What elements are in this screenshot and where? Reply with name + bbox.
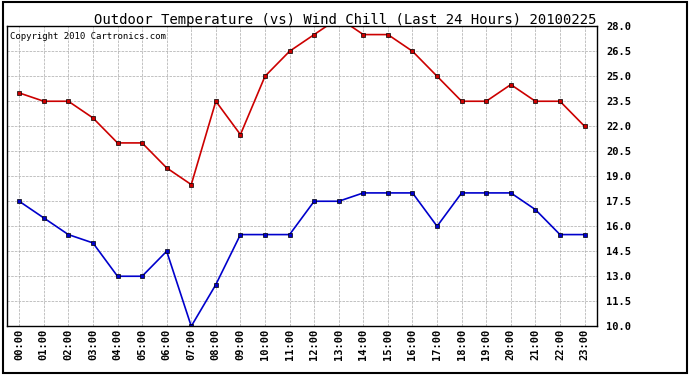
Text: Outdoor Temperature (vs) Wind Chill (Last 24 Hours) 20100225: Outdoor Temperature (vs) Wind Chill (Las… [94, 13, 596, 27]
Text: Copyright 2010 Cartronics.com: Copyright 2010 Cartronics.com [10, 32, 166, 41]
